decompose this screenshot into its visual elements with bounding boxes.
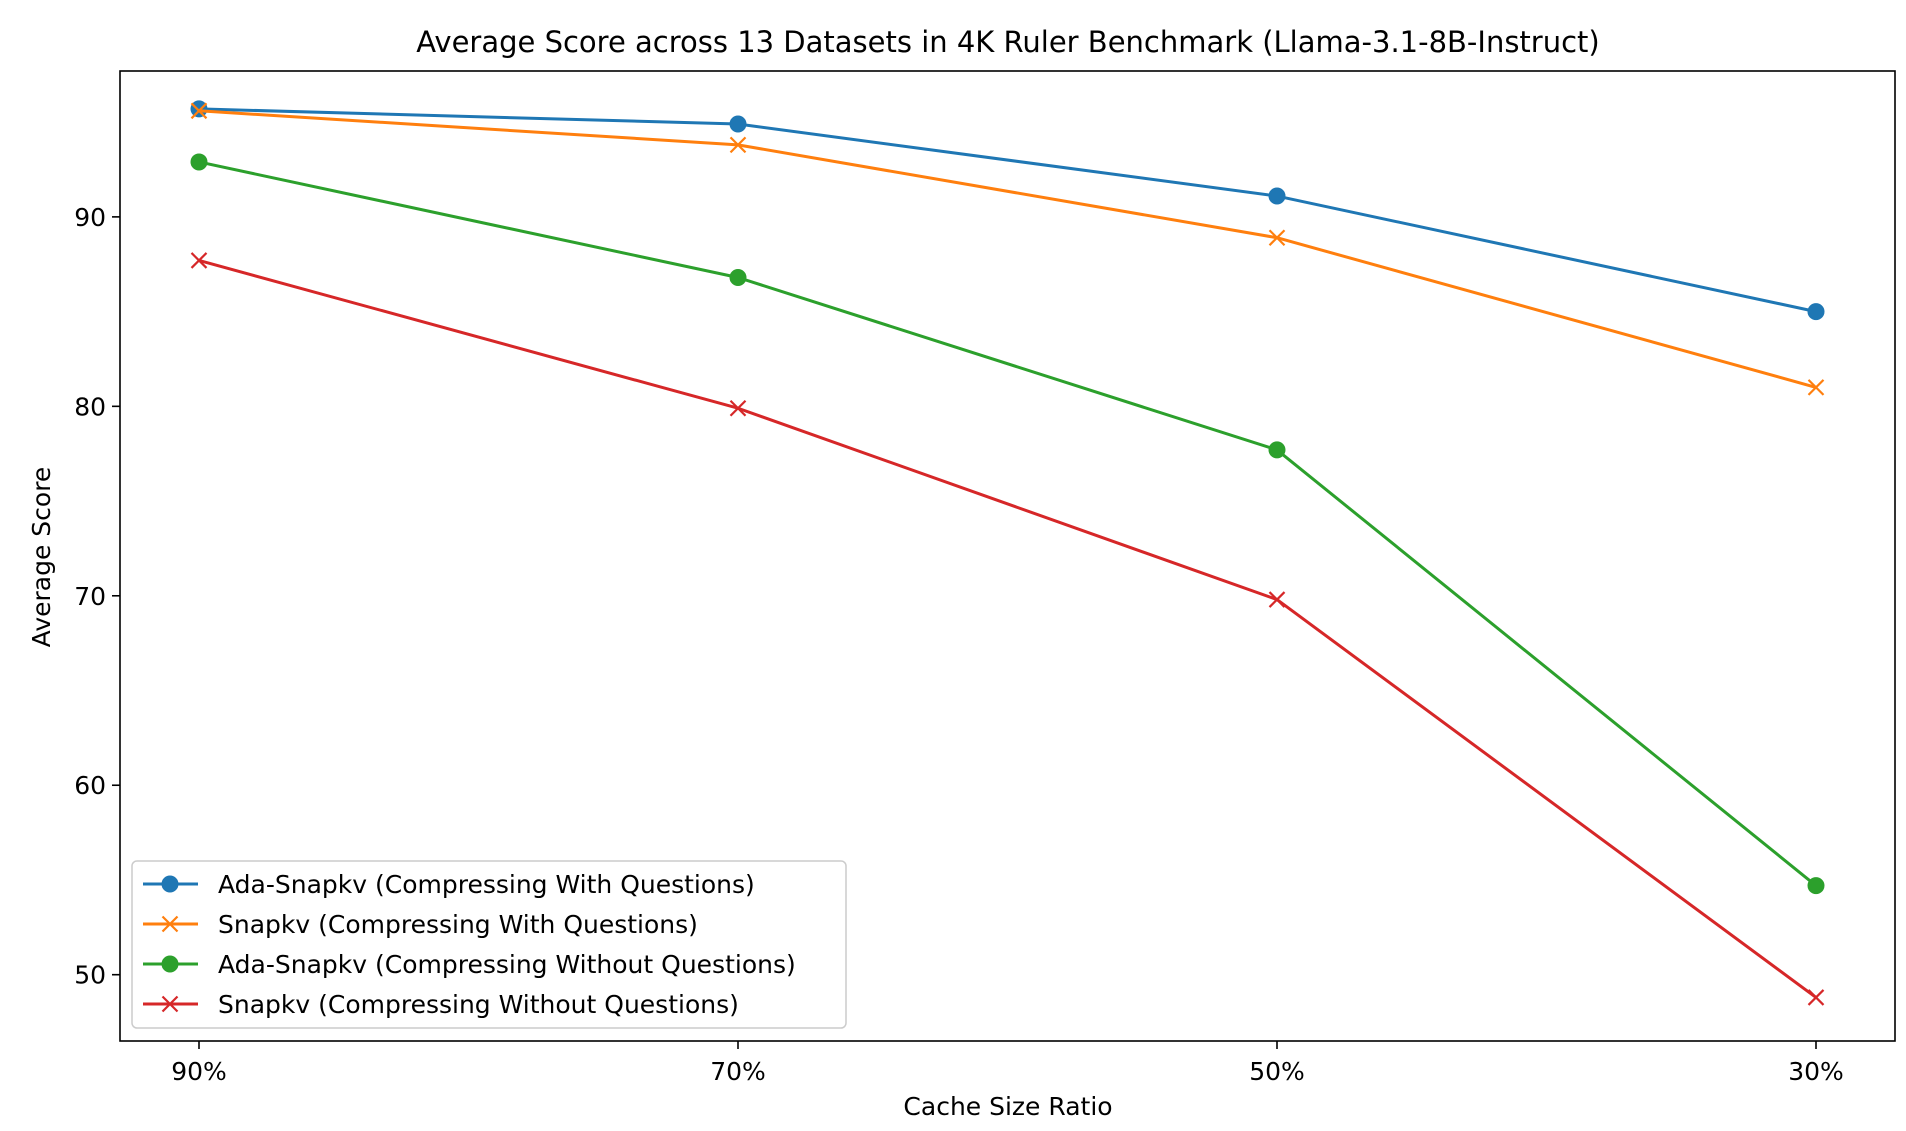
x-marker-stroke	[1268, 591, 1286, 608]
data-point	[729, 399, 747, 417]
legend-marker	[161, 995, 179, 1013]
x-marker-stroke	[161, 995, 179, 1013]
series-4	[190, 252, 1825, 1006]
x-axis-label: Cache Size Ratio	[903, 1092, 1112, 1121]
y-tick-label: 50	[74, 961, 106, 990]
y-tick-label: 80	[74, 392, 106, 421]
legend-label: Ada-Snapkv (Compressing With Questions)	[218, 870, 755, 899]
series-line	[198, 259, 1817, 999]
x-marker-stroke	[190, 102, 208, 120]
y-axis-label: Average Score	[27, 467, 56, 648]
legend-label: Snapkv (Compressing Without Questions)	[218, 990, 739, 1019]
data-point	[190, 102, 208, 120]
series-line	[198, 160, 1817, 887]
series-3	[190, 153, 1825, 895]
legend-item: Ada-Snapkv (Compressing With Questions)	[143, 870, 755, 899]
legend-marker	[161, 875, 179, 893]
series-line	[198, 107, 1817, 314]
x-marker-stroke	[1807, 989, 1825, 1006]
legend-item: Ada-Snapkv (Compressing Without Question…	[143, 950, 796, 979]
data-point	[729, 136, 747, 154]
data-point	[1268, 187, 1286, 205]
x-tick-label: 70%	[710, 1057, 766, 1086]
x-marker-stroke	[161, 915, 179, 933]
legend-label: Ada-Snapkv (Compressing Without Question…	[218, 950, 796, 979]
data-point	[1807, 877, 1825, 895]
legend-marker	[161, 915, 179, 933]
y-tick-label: 70	[74, 582, 106, 611]
x-tick-label: 30%	[1788, 1057, 1844, 1086]
x-marker-stroke	[1268, 229, 1286, 246]
axis-ticks: 90% 70% 50% 30% 50 60 70 80 90	[74, 203, 1844, 1086]
data-point	[1268, 229, 1286, 246]
data-point	[190, 153, 208, 171]
legend-label: Snapkv (Compressing With Questions)	[218, 910, 698, 939]
plot-frame	[119, 70, 1896, 1042]
series-layer	[190, 100, 1825, 1006]
x-marker-stroke	[190, 252, 208, 269]
data-point	[1268, 591, 1286, 608]
legend: Ada-Snapkv (Compressing With Questions) S…	[131, 860, 847, 1029]
x-marker-stroke	[1807, 379, 1825, 396]
data-point	[1807, 989, 1825, 1006]
x-tick-label: 90%	[171, 1057, 227, 1086]
legend-item: Snapkv (Compressing Without Questions)	[143, 990, 739, 1019]
y-tick-label: 60	[74, 771, 106, 800]
x-marker-stroke	[729, 136, 747, 154]
data-point	[1268, 441, 1286, 459]
data-point	[190, 252, 208, 269]
legend-item: Snapkv (Compressing With Questions)	[143, 910, 698, 939]
series-1	[190, 100, 1825, 321]
y-tick-label: 90	[74, 203, 106, 232]
series-line	[198, 109, 1817, 389]
x-tick-label: 50%	[1249, 1057, 1305, 1086]
data-point	[1807, 379, 1825, 396]
legend-box	[131, 860, 847, 1029]
data-point	[729, 269, 747, 287]
x-marker-stroke	[729, 399, 747, 417]
legend-marker	[161, 955, 179, 973]
data-point	[729, 115, 747, 133]
chart-title: Average Score across 13 Datasets in 4K R…	[416, 25, 1599, 59]
series-2	[190, 102, 1825, 396]
data-point	[1807, 303, 1825, 321]
data-point	[190, 100, 208, 118]
